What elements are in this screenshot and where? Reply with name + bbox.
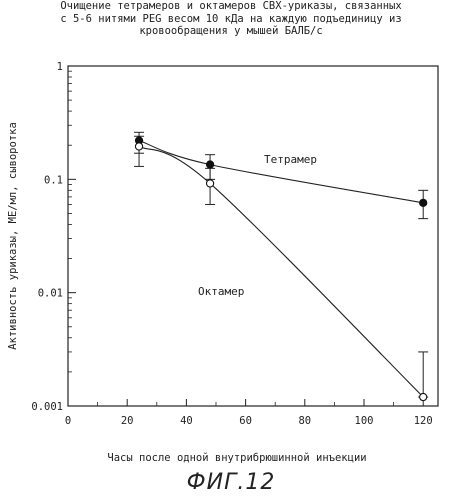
x-tick-label: 60	[239, 415, 252, 427]
data-point-octamer	[420, 393, 427, 400]
data-point-octamer	[206, 180, 213, 187]
y-tick-label: 0.001	[31, 401, 63, 413]
y-axis-label: Активность уриказы, МЕ/мл, сыворотка	[7, 122, 19, 350]
x-axis-label: Часы после одной внутрибрюшинной инъекци…	[107, 452, 366, 464]
x-tick-label: 80	[298, 415, 311, 427]
x-axis: 0 20 40 60 80 100 120	[65, 399, 433, 427]
y-tick-label: 0.1	[44, 174, 63, 186]
y-axis: 0.001 0.01 0.1 1	[31, 61, 76, 413]
x-tick-label: 20	[121, 415, 134, 427]
x-tick-label: 0	[65, 415, 71, 427]
data-point-tetramer	[420, 199, 427, 206]
figure-label: ФИГ.12	[0, 470, 462, 495]
series-label-tetramer: Тетрамер	[264, 153, 317, 166]
x-tick-label: 40	[180, 415, 193, 427]
y-tick-label: 1	[57, 61, 63, 73]
data-point-octamer	[135, 143, 142, 150]
data-markers	[135, 137, 426, 401]
series-line-tetramer	[139, 141, 423, 203]
series-label-octamer: Октамер	[198, 285, 244, 298]
y-tick-label: 0.01	[38, 288, 63, 300]
x-tick-label: 100	[355, 415, 374, 427]
data-point-tetramer	[206, 161, 213, 168]
series-line-octamer	[139, 147, 423, 398]
x-tick-label: 120	[414, 415, 433, 427]
series-curves	[139, 141, 423, 398]
